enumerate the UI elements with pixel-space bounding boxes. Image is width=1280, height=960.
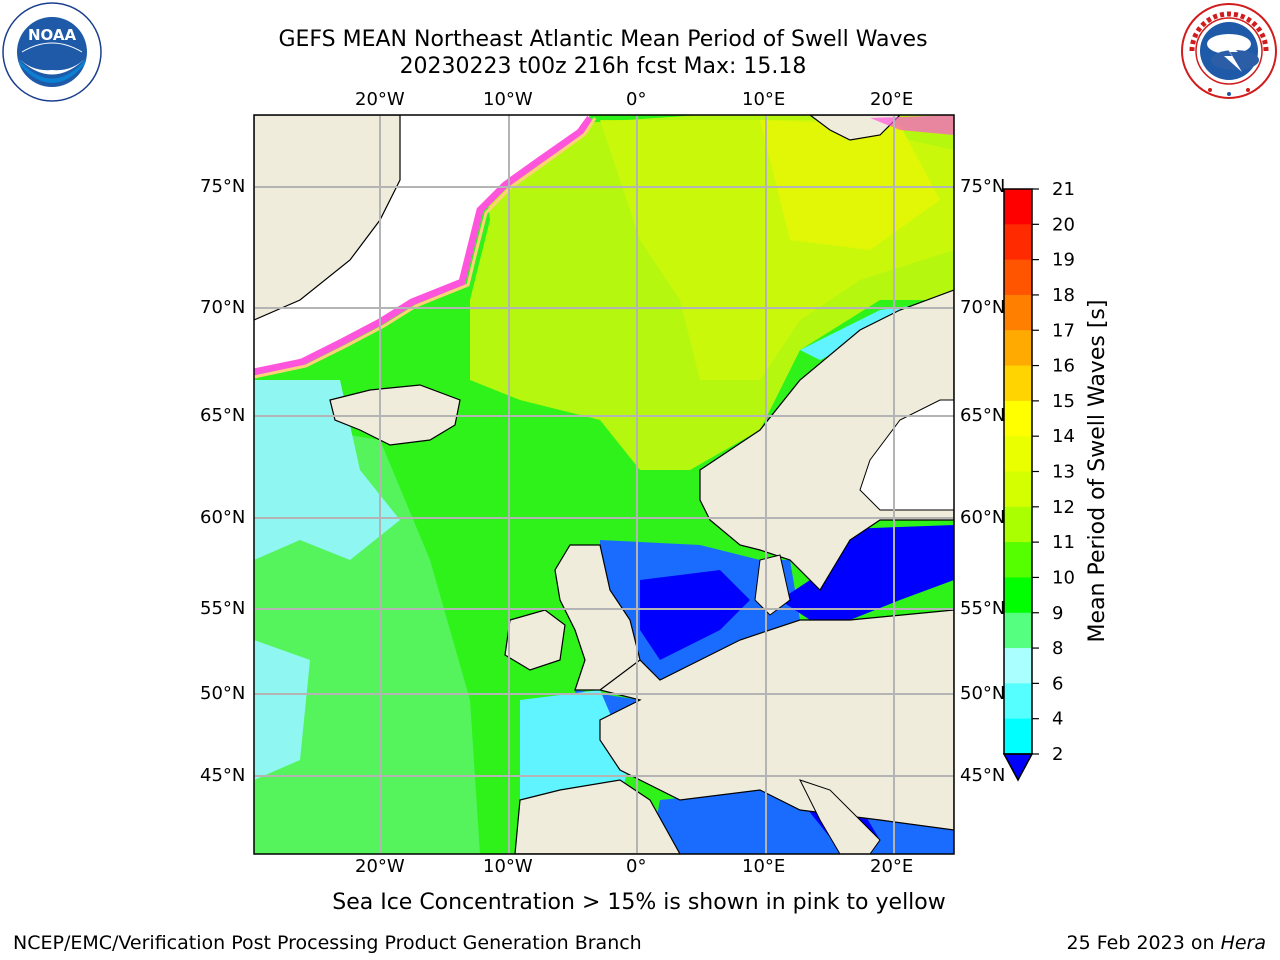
- colorbar-tick-label: 11: [1052, 532, 1075, 553]
- map-gridlines: [254, 115, 954, 854]
- colorbar-tick-label: 13: [1052, 462, 1075, 483]
- colorbar-segment: [1004, 259, 1032, 296]
- colorbar-segment: [1004, 224, 1032, 261]
- colorbar-segment: [1004, 436, 1032, 472]
- colorbar-segment: [1004, 612, 1032, 649]
- lon-label-bottom-10e: 10°E: [742, 856, 786, 877]
- colorbar-segment: [1004, 330, 1032, 367]
- lat-label-left-45n: 45°N: [200, 765, 246, 786]
- colorbar-segment: [1004, 189, 1032, 225]
- colorbar-tick-label: 14: [1052, 426, 1075, 447]
- colorbar-segment: [1004, 542, 1032, 578]
- colorbar-segment: [1004, 577, 1032, 614]
- map-title: GEFS MEAN Northeast Atlantic Mean Period…: [278, 27, 928, 52]
- lon-label-top-10w: 10°W: [483, 89, 533, 110]
- lat-label-left-50n: 50°N: [200, 683, 246, 704]
- colorbar-tick-label: 12: [1052, 497, 1075, 518]
- colorbar-segment: [1004, 718, 1032, 755]
- lon-label-top-20e: 20°E: [870, 89, 914, 110]
- colorbar-tick-label: 2: [1052, 744, 1063, 765]
- colorbar-tick-label: 15: [1052, 391, 1075, 412]
- svg-text:NOAA: NOAA: [28, 26, 77, 44]
- colorbar-tick-label: 8: [1052, 638, 1063, 659]
- lon-label-top-20w: 20°W: [355, 89, 405, 110]
- colorbar-segment: [1004, 294, 1032, 331]
- colorbar-tick-label: 17: [1052, 320, 1075, 341]
- lat-label-right-45n: 45°N: [960, 765, 1006, 786]
- colorbar-segment: [1004, 683, 1032, 720]
- lon-label-bottom-20e: 20°E: [870, 856, 914, 877]
- colorbar-extend-arrow: [1002, 753, 1034, 782]
- lat-label-left-60n: 60°N: [200, 507, 246, 528]
- nws-logo: [1180, 2, 1278, 100]
- colorbar-tick-label: 19: [1052, 250, 1075, 271]
- colorbar: 21 20 19 18 17 16 15 14 13 12 11 10 9 8 6 4 2: [1002, 179, 1075, 782]
- colorbar-label: Mean Period of Swell Waves [s]: [1085, 299, 1110, 643]
- footer-branch: NCEP/EMC/Verification Post Processing Pr…: [13, 932, 642, 954]
- lon-label-top-10e: 10°E: [742, 89, 786, 110]
- lon-label-top-0: 0°: [626, 89, 647, 110]
- footer-machine: Hera: [1220, 932, 1266, 954]
- map-plot-area: [254, 115, 954, 854]
- lon-label-bottom-0: 0°: [626, 856, 647, 877]
- colorbar-tick-label: 10: [1052, 567, 1075, 588]
- footer-date-text: 25 Feb 2023 on: [1066, 932, 1215, 954]
- colorbar-segment: [1004, 506, 1032, 543]
- lat-label-right-60n: 60°N: [960, 507, 1006, 528]
- colorbar-segment: [1004, 365, 1032, 402]
- lat-label-right-70n: 70°N: [960, 297, 1006, 318]
- lat-label-right-55n: 55°N: [960, 598, 1006, 619]
- lon-label-bottom-20w: 20°W: [355, 856, 405, 877]
- colorbar-segment: [1004, 471, 1032, 508]
- lat-label-left-75n: 75°N: [200, 176, 246, 197]
- colorbar-tick-label: 21: [1052, 179, 1075, 200]
- lat-label-right-50n: 50°N: [960, 683, 1006, 704]
- colorbar-tick-label: 6: [1052, 673, 1063, 694]
- colorbar-tick-label: 4: [1052, 709, 1063, 730]
- map-subtitle: 20230223 t00z 216h fcst Max: 15.18: [399, 54, 807, 79]
- lat-label-right-65n: 65°N: [960, 405, 1006, 426]
- colorbar-tick-label: 20: [1052, 214, 1075, 235]
- colorbar-tick-label: 18: [1052, 285, 1075, 306]
- sea-ice-note: Sea Ice Concentration > 15% is shown in …: [332, 890, 946, 915]
- colorbar-tick-label: 16: [1052, 356, 1075, 377]
- colorbar-tick-label: 9: [1052, 603, 1063, 624]
- colorbar-segment: [1004, 400, 1032, 437]
- lat-label-left-70n: 70°N: [200, 297, 246, 318]
- lon-label-bottom-10w: 10°W: [483, 856, 533, 877]
- map-frame: [253, 114, 955, 855]
- noaa-logo: NOAA: [2, 2, 102, 102]
- lat-label-left-65n: 65°N: [200, 405, 246, 426]
- footer-date: 25 Feb 2023 on Hera: [1067, 932, 1266, 954]
- lat-label-right-75n: 75°N: [960, 176, 1006, 197]
- lat-label-left-55n: 55°N: [200, 598, 246, 619]
- colorbar-segment: [1004, 648, 1032, 684]
